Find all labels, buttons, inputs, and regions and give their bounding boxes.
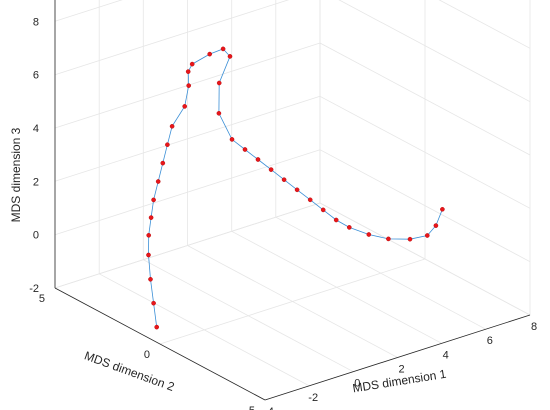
data-point xyxy=(433,223,439,228)
data-point xyxy=(186,83,191,88)
data-point xyxy=(148,215,154,220)
back-wall-grid-line-z xyxy=(54,95,321,182)
side-wall-grid-line-z xyxy=(319,95,531,209)
data-point xyxy=(307,197,313,203)
data-point xyxy=(216,80,222,86)
data-point xyxy=(281,177,287,182)
trajectory xyxy=(146,46,445,330)
z-axis-label: MDS dimension 3 xyxy=(9,127,23,222)
back-wall-grid-line-z xyxy=(54,149,321,236)
y-tick-label: 5 xyxy=(39,293,45,305)
z-tick-label: 2 xyxy=(33,176,39,188)
x-tick-label: 2 xyxy=(398,364,404,376)
data-point xyxy=(294,187,300,193)
x-axis-line xyxy=(264,314,531,401)
x-tick-label: -4 xyxy=(264,406,274,410)
y-tick-label: 0 xyxy=(144,349,150,361)
data-point xyxy=(255,157,261,162)
side-wall-grid-line-z xyxy=(319,202,531,316)
x-tick-label: 0 xyxy=(354,378,360,390)
side-wall-grid-line-z xyxy=(438,0,531,49)
x-tick-label: 6 xyxy=(487,335,493,347)
data-point xyxy=(189,61,195,67)
x-tick-label: -2 xyxy=(308,392,318,404)
side-wall-grid-line-z xyxy=(319,149,531,263)
data-point xyxy=(154,324,159,330)
data-point xyxy=(151,300,156,306)
trajectory-line xyxy=(148,48,443,328)
data-point xyxy=(229,137,235,142)
data-point xyxy=(220,46,226,52)
x-tick-label: 8 xyxy=(531,321,537,333)
data-point xyxy=(182,104,187,109)
back-wall-grid-line-z xyxy=(54,0,123,22)
data-point xyxy=(407,236,413,242)
data-point xyxy=(146,232,151,238)
data-point xyxy=(333,217,339,223)
data-point xyxy=(169,124,175,129)
grid-lines xyxy=(54,0,531,401)
data-point xyxy=(216,111,222,116)
data-point xyxy=(165,142,170,147)
data-point xyxy=(346,225,352,230)
data-point xyxy=(242,147,248,152)
data-point xyxy=(185,69,191,74)
z-tick-label: 0 xyxy=(33,230,39,242)
data-point xyxy=(207,51,212,57)
data-point xyxy=(386,236,391,242)
data-point xyxy=(146,252,151,258)
y-tick-label: -5 xyxy=(245,405,255,410)
z-tick-label: 6 xyxy=(33,70,39,82)
data-point xyxy=(424,233,430,238)
data-point xyxy=(440,206,445,212)
data-point xyxy=(320,207,326,213)
x-tick-label: 4 xyxy=(443,349,449,361)
data-point xyxy=(268,167,274,172)
z-tick-label: 4 xyxy=(33,123,39,135)
y-axis-line xyxy=(54,287,266,401)
side-wall-grid-line-z xyxy=(338,0,531,103)
floor-grid-line-y xyxy=(159,258,426,345)
data-point xyxy=(160,160,166,166)
data-point xyxy=(366,232,372,237)
data-point xyxy=(151,197,156,203)
y-axis-label: MDS dimension 2 xyxy=(82,348,176,394)
data-point xyxy=(155,179,161,184)
data-point xyxy=(148,276,153,282)
z-tick-label: 8 xyxy=(33,16,39,28)
data-point xyxy=(227,54,233,59)
z-tick-label: -2 xyxy=(29,283,39,295)
side-wall-grid-line-z xyxy=(319,42,531,156)
axes-frame xyxy=(54,0,531,401)
back-wall-grid-line-z xyxy=(54,202,321,289)
back-wall-grid-line-z xyxy=(54,0,290,76)
